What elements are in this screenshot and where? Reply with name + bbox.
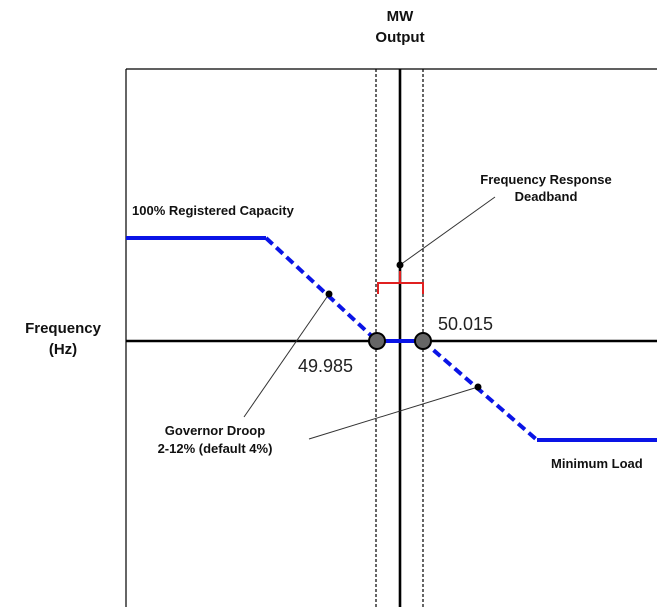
label-line: Governor Droop xyxy=(164,423,266,438)
label-line: 2-12% (default 4%) xyxy=(157,441,273,456)
droop-leader-high xyxy=(308,386,479,440)
deadband-low-value: 49.985 xyxy=(298,356,354,376)
governor-droop-label: Governor Droop 2-12% (default 4%) xyxy=(140,422,290,458)
axis-label-line: Output xyxy=(375,29,425,46)
deadband-high-marker xyxy=(414,332,432,350)
droop-line-high xyxy=(421,339,539,442)
droop-leader-dot-high xyxy=(474,383,482,391)
minimum-load-label: Minimum Load xyxy=(551,456,643,471)
mw-output-axis-label: MW Output xyxy=(360,6,440,48)
deadband-leader xyxy=(399,196,496,266)
label-line: Deadband xyxy=(514,189,578,204)
axis-label-line: Frequency xyxy=(25,320,101,337)
axis-label-line: MW xyxy=(386,8,414,25)
droop-line-low xyxy=(264,236,379,343)
deadband-leader-dot xyxy=(396,261,404,269)
deadband-high-value: 50.015 xyxy=(438,314,494,334)
axis-label-line: (Hz) xyxy=(48,341,78,358)
registered-capacity-label: 100% Registered Capacity xyxy=(132,203,294,218)
deadband-low-marker xyxy=(368,332,386,350)
frequency-response-deadband-label: Frequency Response Deadband xyxy=(446,171,646,205)
droop-leader-dot-low xyxy=(325,290,333,298)
frequency-axis-label: Frequency (Hz) xyxy=(4,318,122,360)
droop-leader-low xyxy=(243,293,330,418)
label-line: Frequency Response xyxy=(480,172,612,187)
deadband-bracket xyxy=(377,271,424,294)
